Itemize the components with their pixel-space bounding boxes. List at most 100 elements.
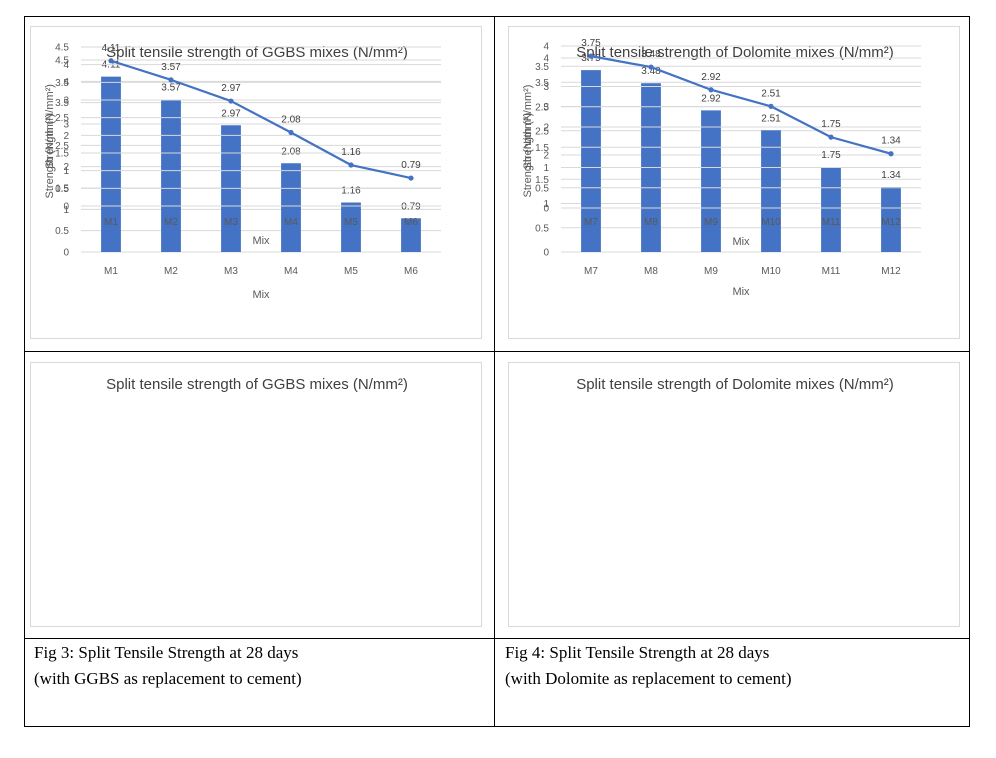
bar [581,70,601,252]
x-tick-label: M12 [881,217,901,228]
y-tick-label: 1 [543,163,549,174]
data-label: 2.08 [281,146,301,157]
y-tick-label: 0.5 [535,223,549,234]
y-tick-label: 0.5 [535,183,549,194]
x-tick-label: M11 [822,217,841,228]
y-tick-label: 2.5 [535,102,549,113]
y-tick-label: 3 [543,102,549,113]
x-tick-label: M11 [822,266,841,277]
x-tick-label: M10 [761,217,781,228]
y-tick-label: 1 [543,199,549,210]
x-tick-label: M6 [404,217,418,228]
x-axis-label: Mix [732,236,750,248]
data-point [588,53,594,59]
data-point [708,87,714,93]
data-label: 3.48 [641,66,661,77]
y-tick-label: 0.5 [55,184,69,195]
x-tick-label: M2 [164,266,178,277]
data-label: 2.51 [761,88,781,99]
y-tick-label: 4 [543,42,549,53]
data-point [288,129,294,136]
caption-fig4: Fig 4: Split Tensile Strength at 28 days… [505,640,792,692]
y-tick-label: 4.5 [55,56,69,67]
data-label: 2.51 [761,113,781,124]
x-tick-label: M7 [584,217,598,228]
x-tick-label: M1 [104,266,118,277]
table-divider-vertical [494,16,495,727]
x-tick-label: M3 [224,266,238,277]
x-tick-label: M7 [584,266,598,277]
x-tick-label: M1 [104,217,118,228]
x-tick-label: M8 [644,217,658,228]
x-tick-label: M2 [164,217,178,228]
y-axis-label: Strength (N/mm²) [44,84,56,169]
y-axis-label: Strength (N/mm²) [522,85,534,170]
data-label: 1.75 [821,150,841,161]
data-label: 3.57 [161,83,181,94]
x-tick-label: M9 [704,266,718,277]
x-tick-label: M10 [761,266,781,277]
y-tick-label: 2 [543,151,549,162]
x-tick-label: M3 [224,217,238,228]
x-axis-label: Mix [732,286,750,298]
x-tick-label: M12 [881,266,901,277]
chart-dolomite-line: Split tensile strength of Dolomite mixes… [508,38,960,627]
data-label: 0.79 [401,160,421,171]
x-tick-label: M6 [404,266,418,277]
y-tick-label: 1 [63,166,69,177]
y-tick-label: 3.5 [55,78,69,89]
y-tick-label: 0 [63,202,69,213]
series-line [110,59,412,180]
data-label: 4.11 [102,43,121,54]
data-point [228,98,234,104]
data-label: 1.34 [881,170,901,181]
data-point [828,134,834,140]
bar [761,130,781,252]
y-tick-label: 2.5 [535,126,549,137]
y-tick-label: 2.5 [55,113,69,124]
y-tick-label: 4 [543,54,549,65]
y-tick-label: 0 [543,204,549,215]
caption-fig4-line2: (with Dolomite as replacement to cement) [505,669,792,688]
y-tick-label: 1.5 [55,149,69,160]
x-tick-label: M4 [284,266,298,277]
y-tick-label: 2 [63,162,69,173]
data-point [348,162,354,168]
y-tick-label: 0 [543,248,549,259]
table-divider-row2 [24,638,970,639]
x-axis-label: Mix [252,235,270,247]
x-axis-label: Mix [252,289,270,301]
bar [101,76,121,252]
data-label: 1.16 [341,147,361,158]
chart-title: Split tensile strength of GGBS mixes (N/… [106,376,408,393]
y-axis-label: Strength (N/mm²) [44,114,56,199]
data-label: 1.16 [341,186,361,197]
y-axis-label: Strength (N/mm²) [522,113,534,198]
y-tick-label: 3 [63,96,69,107]
figure-table [24,16,970,727]
data-point [408,175,414,181]
x-tick-label: M5 [344,266,358,277]
data-label: 1.34 [881,136,901,147]
x-tick-label: M5 [344,217,358,228]
data-label: 3.75 [581,38,601,49]
y-tick-label: 3.5 [535,78,549,89]
y-tick-label: 4 [63,60,69,71]
data-point [168,77,174,83]
bar [161,99,181,253]
data-point [108,58,114,64]
x-tick-label: M9 [704,217,718,228]
y-tick-label: 4 [63,77,69,88]
y-tick-label: 3.5 [535,62,549,73]
y-tick-label: 3 [63,120,69,131]
caption-fig3-line2: (with GGBS as replacement to cement) [34,669,302,688]
data-point [888,151,894,157]
data-label: 2.08 [281,115,301,126]
y-tick-label: 0.5 [55,226,69,237]
series-line [590,55,892,155]
bar [881,187,901,252]
bar [341,202,361,252]
chart-dolomite-line-svg: Split tensile strength of Dolomite mixes… [522,38,921,393]
table-divider-row1 [24,351,970,352]
chart-dolomite-bar-svg: Split tensile strength of Dolomite mixes… [522,44,921,298]
